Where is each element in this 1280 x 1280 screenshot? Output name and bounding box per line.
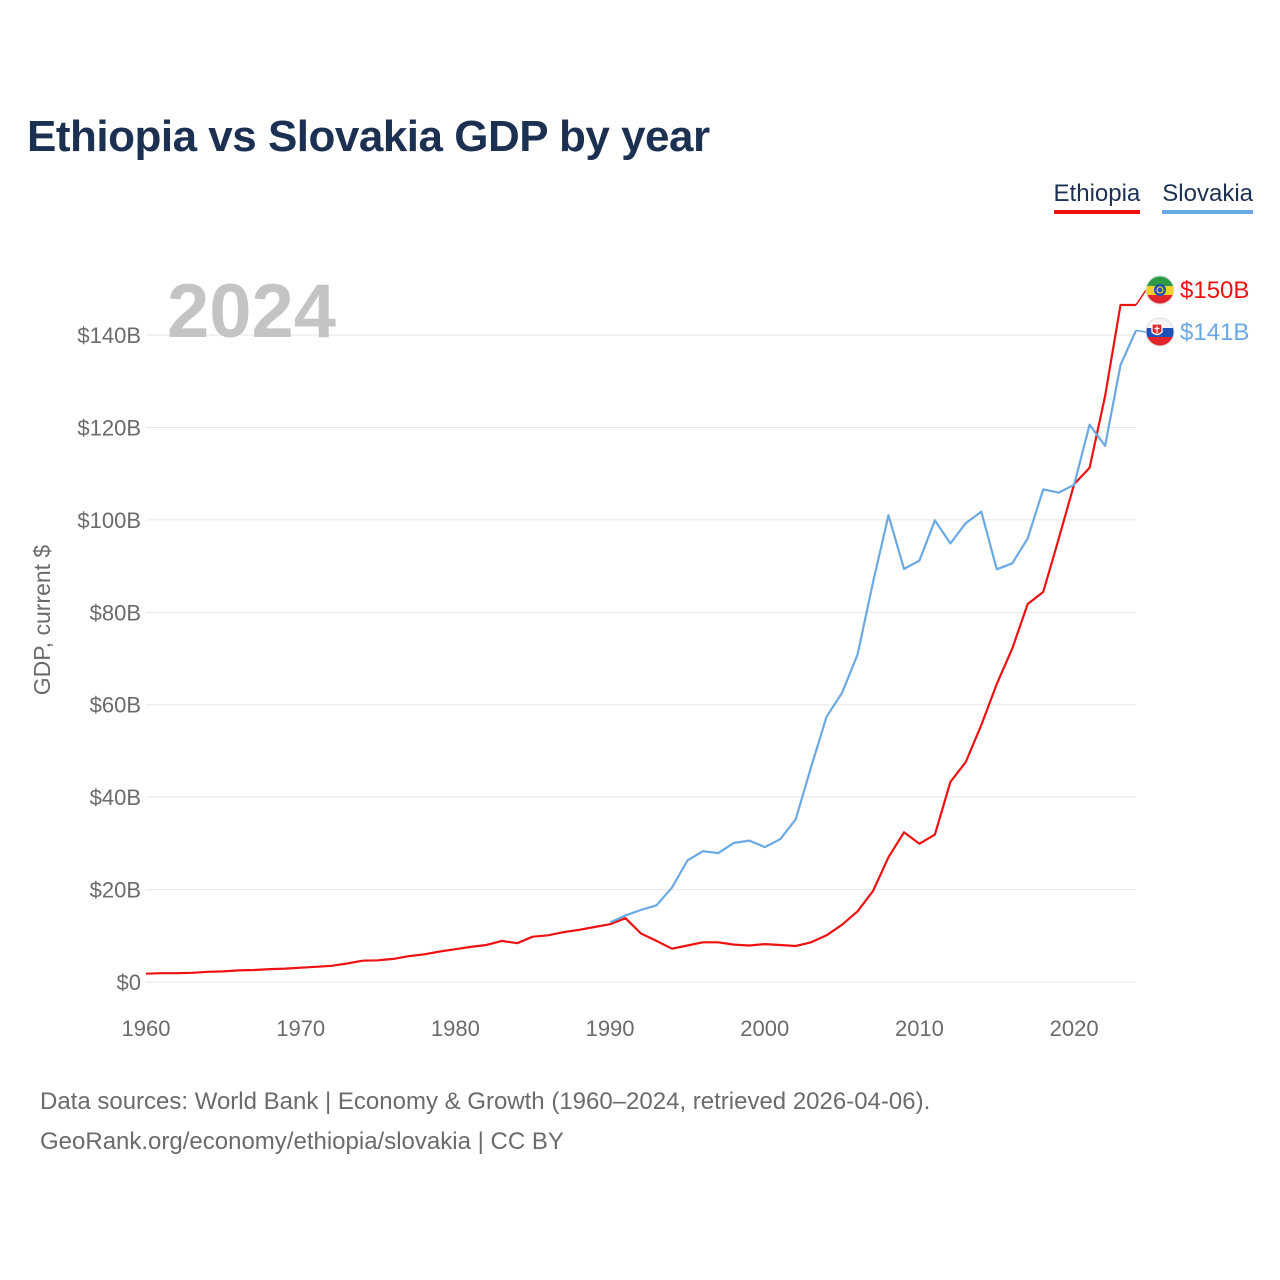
x-tick-label: 2000 bbox=[740, 1016, 789, 1041]
legend-item-ethiopia[interactable]: Ethiopia bbox=[1053, 180, 1141, 214]
y-tick-label: $120B bbox=[77, 415, 141, 440]
x-tick-label: 1970 bbox=[276, 1016, 325, 1041]
source-line-1: Data sources: World Bank | Economy & Gro… bbox=[40, 1088, 931, 1115]
slovakia-flag-icon bbox=[1146, 318, 1174, 346]
end-value-label-slovakia: $141B bbox=[1180, 319, 1249, 346]
x-tick-label: 2010 bbox=[895, 1016, 944, 1041]
line-chart: $0$20B$40B$60B$80B$100B$120B$140B 1960 19… bbox=[29, 269, 1249, 1041]
x-tick-label: 1960 bbox=[122, 1016, 171, 1041]
source-line-2[interactable]: GeoRank.org/economy/ethiopia/slovakia | … bbox=[40, 1128, 564, 1155]
y-tick-label: $100B bbox=[77, 508, 141, 533]
x-tick-label: 1980 bbox=[431, 1016, 480, 1041]
y-tick-label: $20B bbox=[90, 878, 141, 903]
y-tick-label: $0 bbox=[117, 970, 141, 995]
ethiopia-flag-icon bbox=[1146, 276, 1174, 304]
series-line-slovakia bbox=[609, 329, 1138, 924]
y-axis-ticks: $0 $20B $40B $60B $80B $100B $120B $140B bbox=[77, 323, 141, 995]
end-value-label-ethiopia: $150B bbox=[1180, 277, 1249, 304]
legend-item-slovakia[interactable]: Slovakia bbox=[1162, 180, 1253, 214]
gridlines bbox=[146, 334, 1136, 983]
legend: Ethiopia Slovakia bbox=[1053, 180, 1253, 214]
y-axis-label: GDP, current $ bbox=[29, 545, 55, 696]
y-tick-label: $40B bbox=[90, 785, 141, 810]
y-tick-label: $60B bbox=[90, 693, 141, 718]
data-source: Data sources: World Bank | Economy & Gro… bbox=[40, 1082, 930, 1162]
chart-title: Ethiopia vs Slovakia GDP by year bbox=[27, 112, 710, 161]
end-connector-slovakia bbox=[1135, 329, 1147, 333]
x-axis-ticks: 1960 1970 1980 1990 2000 2010 2020 bbox=[122, 1016, 1099, 1041]
series-lines bbox=[145, 303, 1138, 975]
end-connector-ethiopia bbox=[1135, 289, 1147, 306]
year-watermark: 2024 bbox=[167, 269, 336, 354]
x-tick-label: 1990 bbox=[586, 1016, 635, 1041]
x-tick-label: 2020 bbox=[1050, 1016, 1099, 1041]
series-end-labels: $150B $141B bbox=[1135, 275, 1249, 347]
y-tick-label: $80B bbox=[90, 600, 141, 625]
y-tick-label: $140B bbox=[77, 323, 141, 348]
series-line-ethiopia bbox=[145, 303, 1136, 975]
